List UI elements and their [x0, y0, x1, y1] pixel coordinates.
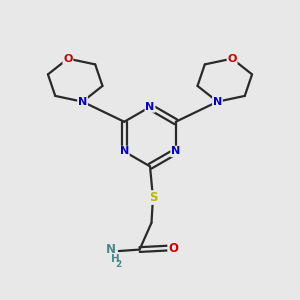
Text: H: H: [111, 254, 119, 264]
Text: O: O: [168, 242, 178, 255]
Text: N: N: [106, 243, 116, 256]
Text: N: N: [213, 97, 222, 107]
Text: O: O: [63, 54, 73, 64]
Text: N: N: [146, 102, 154, 112]
Text: O: O: [227, 54, 237, 64]
Text: N: N: [78, 97, 87, 107]
Text: N: N: [171, 146, 180, 157]
Text: S: S: [149, 191, 157, 204]
Text: N: N: [120, 146, 129, 157]
Text: 2: 2: [115, 260, 121, 269]
